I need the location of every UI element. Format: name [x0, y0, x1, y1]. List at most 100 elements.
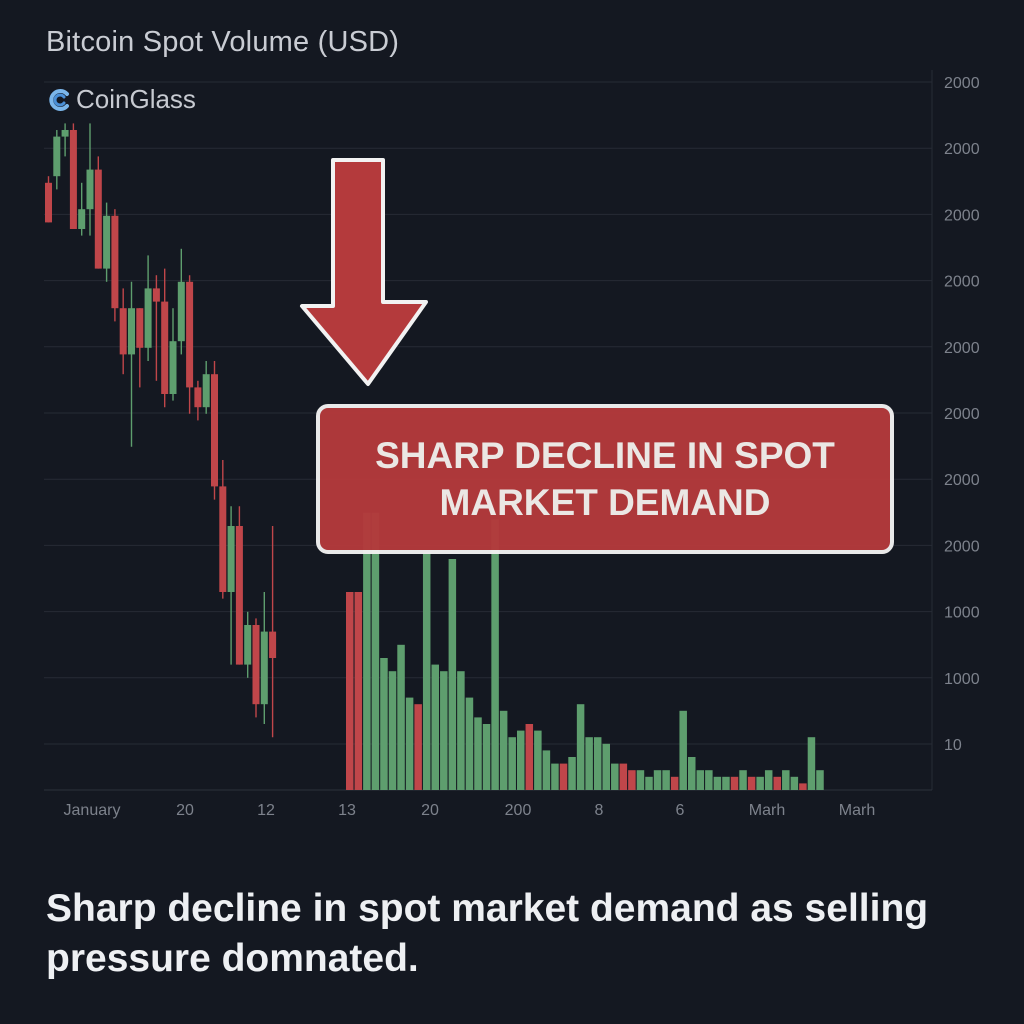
candle-body	[227, 526, 235, 592]
coinglass-logo-icon	[49, 88, 69, 111]
volume-bar	[593, 737, 602, 790]
candle-body	[260, 631, 268, 705]
volume-bar	[764, 770, 773, 790]
candle-body	[144, 288, 152, 348]
candle-body	[252, 625, 260, 705]
volume-bar	[645, 776, 653, 790]
y-tick-label: 2000	[944, 274, 980, 291]
brand-name: CoinGlass	[76, 84, 196, 114]
x-tick-label: 20	[176, 802, 194, 819]
volume-bar	[816, 770, 824, 790]
candle-body	[53, 136, 61, 177]
volume-bar	[551, 763, 559, 790]
y-tick-label: 2000	[944, 406, 980, 423]
volume-bar	[670, 776, 679, 790]
candle-body	[177, 281, 185, 342]
volume-bar	[611, 763, 619, 790]
volume-bar	[457, 671, 465, 790]
candle-body	[169, 341, 177, 394]
x-tick-label: Marh	[749, 802, 785, 819]
volume-bar	[636, 770, 645, 790]
y-tick-label: 1000	[944, 605, 980, 622]
y-tick-label: 2000	[944, 75, 980, 92]
volume-bar	[619, 763, 628, 790]
chart-caption: Sharp decline in spot market demand as s…	[46, 887, 929, 980]
volume-bar	[465, 697, 474, 790]
volume-bar	[576, 704, 585, 790]
volume-bar	[542, 750, 551, 790]
volume-bar	[414, 704, 422, 790]
x-tick-label: 6	[676, 802, 685, 819]
volume-bar	[688, 757, 696, 790]
x-tick-label: Marh	[839, 802, 875, 819]
volume-bar	[363, 512, 371, 790]
candle-body	[161, 301, 169, 394]
volume-bar	[662, 770, 670, 790]
volume-bar	[679, 710, 687, 790]
chart-title: Bitcoin Spot Volume (USD)	[46, 26, 400, 58]
volume-bar	[380, 658, 388, 790]
volume-bar	[713, 776, 722, 790]
volume-bar	[782, 770, 790, 790]
volume-bar	[722, 776, 730, 790]
candle-body	[94, 169, 102, 269]
volume-bar	[354, 592, 363, 790]
volume-bar	[388, 671, 397, 790]
candle-body	[119, 308, 127, 355]
x-tick-label: 8	[595, 802, 604, 819]
candle-body	[219, 486, 227, 592]
y-tick-label: 10	[944, 737, 962, 754]
x-tick-label: 12	[257, 802, 275, 819]
volume-bar	[799, 783, 807, 790]
callout-box: SHARP DECLINE IN SPOT MARKET DEMAND	[316, 404, 894, 554]
candle-body	[45, 182, 52, 223]
volume-bar	[525, 724, 534, 790]
y-tick-label: 2000	[944, 141, 980, 158]
volume-bar	[773, 776, 781, 790]
x-tick-label: 200	[505, 802, 532, 819]
volume-bar	[517, 730, 525, 790]
volume-bar	[602, 743, 610, 790]
volume-bar	[585, 737, 593, 790]
y-tick-label: 2000	[944, 472, 980, 489]
candle-body	[194, 387, 202, 408]
y-tick-label: 1000	[944, 671, 980, 688]
candle-body	[202, 374, 210, 408]
volume-bar	[422, 552, 431, 790]
arrow-down-icon	[300, 158, 428, 386]
volume-bar	[568, 757, 576, 790]
volume-bar	[807, 737, 816, 790]
volume-bar	[747, 776, 756, 790]
y-tick-label: 2000	[944, 207, 980, 224]
volume-bar	[559, 763, 568, 790]
volume-bar	[346, 592, 354, 790]
volume-bar	[371, 512, 380, 790]
volume-bar	[739, 770, 747, 790]
volume-bar	[499, 710, 508, 790]
volume-bar	[653, 770, 662, 790]
candle-body	[61, 130, 69, 137]
y-tick-label: 2000	[944, 538, 980, 555]
brand-logo: CoinGlass	[46, 84, 196, 115]
candle-body	[128, 308, 135, 355]
volume-bar	[696, 770, 705, 790]
candle-body	[152, 288, 160, 302]
x-tick-label: 20	[421, 802, 439, 819]
candle-body	[111, 215, 119, 309]
candle-body	[235, 526, 243, 665]
candle-body	[103, 215, 111, 269]
volume-bar	[491, 519, 499, 790]
volume-bar	[397, 644, 405, 790]
candle-body	[78, 209, 86, 229]
candle-body	[69, 130, 77, 229]
volume-bar	[405, 697, 414, 790]
volume-bar	[756, 776, 764, 790]
volume-bar	[431, 664, 439, 790]
volume-bar	[790, 776, 799, 790]
volume-bar	[705, 770, 713, 790]
y-tick-label: 2000	[944, 340, 980, 357]
candle-body	[186, 281, 194, 388]
volume-bar	[482, 724, 491, 790]
volume-bar	[440, 671, 448, 790]
